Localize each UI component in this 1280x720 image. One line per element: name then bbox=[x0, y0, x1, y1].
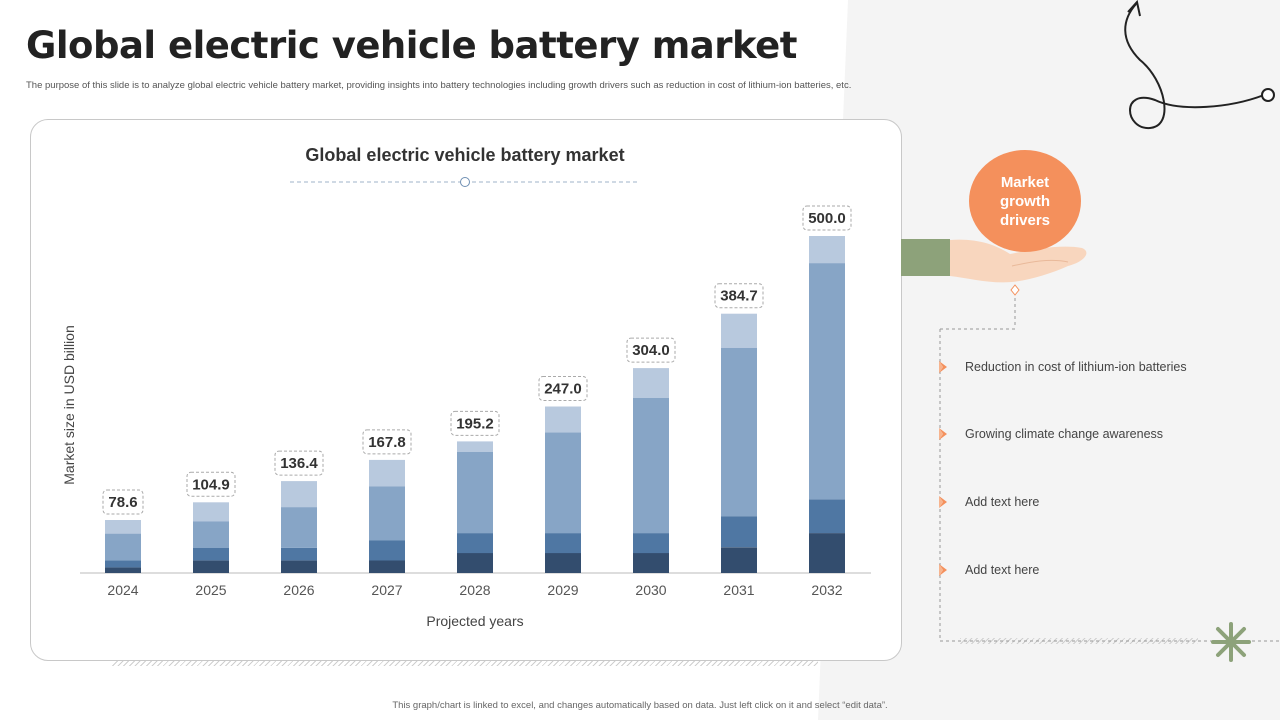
data-label-box bbox=[802, 205, 852, 231]
y-axis-label: Market size in USD billion bbox=[61, 325, 77, 485]
data-label-box bbox=[362, 429, 412, 455]
bar-segment[interactable] bbox=[633, 398, 669, 534]
driver-item: Add text here bbox=[934, 558, 1254, 582]
bar-segment[interactable] bbox=[457, 533, 493, 554]
orange-diamond-icon bbox=[939, 564, 947, 576]
card-shadow-hatch bbox=[112, 660, 818, 666]
bar-segment[interactable] bbox=[809, 533, 845, 573]
bar-segment[interactable] bbox=[721, 547, 757, 573]
market-growth-drivers-badge: Market growth drivers bbox=[969, 150, 1081, 252]
driver-label: Reduction in cost of lithium-ion batteri… bbox=[965, 360, 1187, 374]
data-label-box bbox=[714, 283, 764, 309]
bar-segment[interactable] bbox=[369, 459, 405, 487]
chart-title: Global electric vehicle battery market bbox=[305, 145, 624, 165]
data-label-box bbox=[450, 410, 500, 436]
bar-segment[interactable] bbox=[545, 406, 581, 433]
bar-segment[interactable] bbox=[633, 368, 669, 398]
bar-segment[interactable] bbox=[193, 521, 229, 548]
x-tick-label: 2028 bbox=[459, 582, 490, 598]
bar-segment[interactable] bbox=[105, 520, 141, 534]
bar-segment[interactable] bbox=[105, 533, 141, 561]
bar-segment[interactable] bbox=[721, 347, 757, 517]
bar-segment[interactable] bbox=[369, 560, 405, 574]
bar-segment[interactable] bbox=[633, 553, 669, 573]
bar-segment[interactable] bbox=[193, 560, 229, 574]
data-label: 384.7 bbox=[720, 288, 758, 305]
data-label: 104.9 bbox=[192, 476, 230, 493]
driver-label: Growing climate change awareness bbox=[965, 427, 1164, 441]
bar-segment[interactable] bbox=[721, 313, 757, 348]
bar-segment[interactable] bbox=[369, 486, 405, 541]
bars-layer: 78.6 2024 104.9 2025 136.4 2026 167.8 2027 195.2… bbox=[102, 205, 852, 598]
bar-segment[interactable] bbox=[281, 481, 317, 508]
data-label: 500.0 bbox=[808, 210, 846, 227]
driver-label: Add text here bbox=[965, 495, 1040, 509]
data-label-box bbox=[102, 489, 144, 515]
x-tick-label: 2031 bbox=[723, 582, 754, 598]
orange-diamond-icon bbox=[939, 496, 947, 508]
data-label-box bbox=[274, 450, 324, 476]
data-label: 195.2 bbox=[456, 415, 494, 432]
page-subtitle: The purpose of this slide is to analyze … bbox=[26, 80, 852, 91]
bar-segment[interactable] bbox=[457, 441, 493, 452]
bar-segment[interactable] bbox=[809, 263, 845, 500]
orange-diamond-icon bbox=[939, 361, 947, 373]
bar-segment[interactable] bbox=[809, 499, 845, 534]
bar-segment[interactable] bbox=[721, 516, 757, 548]
growth-badge-label: Market growth drivers bbox=[999, 173, 1051, 229]
bar-segment[interactable] bbox=[105, 567, 141, 573]
x-tick-label: 2029 bbox=[547, 582, 578, 598]
bar-segment[interactable] bbox=[281, 547, 317, 561]
footer-note: This graph/chart is linked to excel, and… bbox=[392, 700, 888, 711]
bar-segment[interactable] bbox=[545, 553, 581, 573]
bar-segment[interactable] bbox=[633, 533, 669, 554]
x-tick-label: 2032 bbox=[811, 582, 842, 598]
x-tick-label: 2024 bbox=[107, 582, 138, 598]
bar-segment[interactable] bbox=[457, 553, 493, 573]
chart-title-divider-dot bbox=[460, 177, 470, 187]
bar-segment[interactable] bbox=[105, 560, 141, 568]
data-label: 247.0 bbox=[544, 381, 582, 398]
driver-item: Add text here bbox=[934, 490, 1254, 514]
data-label: 167.8 bbox=[368, 434, 406, 451]
page-title: Global electric vehicle battery market bbox=[26, 24, 797, 67]
x-tick-label: 2027 bbox=[371, 582, 402, 598]
data-label-box bbox=[186, 471, 236, 497]
orange-diamond-icon bbox=[939, 428, 947, 440]
data-label-box bbox=[538, 376, 588, 401]
bar-segment[interactable] bbox=[369, 540, 405, 561]
bar-segment[interactable] bbox=[193, 547, 229, 561]
x-tick-label: 2030 bbox=[635, 582, 666, 598]
driver-label: Add text here bbox=[965, 563, 1040, 577]
data-label: 78.6 bbox=[108, 494, 137, 511]
data-label: 136.4 bbox=[280, 455, 318, 472]
bar-segment[interactable] bbox=[545, 432, 581, 534]
x-axis-label: Projected years bbox=[426, 613, 523, 629]
bar-segment[interactable] bbox=[193, 502, 229, 522]
driver-item: Growing climate change awareness bbox=[934, 422, 1254, 446]
x-tick-label: 2026 bbox=[283, 582, 314, 598]
driver-item: Reduction in cost of lithium-ion batteri… bbox=[934, 355, 1254, 379]
data-label: 304.0 bbox=[632, 342, 670, 359]
bar-segment[interactable] bbox=[809, 236, 845, 264]
data-label-box bbox=[626, 337, 676, 363]
bar-segment[interactable] bbox=[281, 507, 317, 548]
bar-segment[interactable] bbox=[457, 452, 493, 534]
x-tick-label: 2025 bbox=[195, 582, 226, 598]
bar-segment[interactable] bbox=[281, 560, 317, 574]
bar-segment[interactable] bbox=[545, 533, 581, 554]
